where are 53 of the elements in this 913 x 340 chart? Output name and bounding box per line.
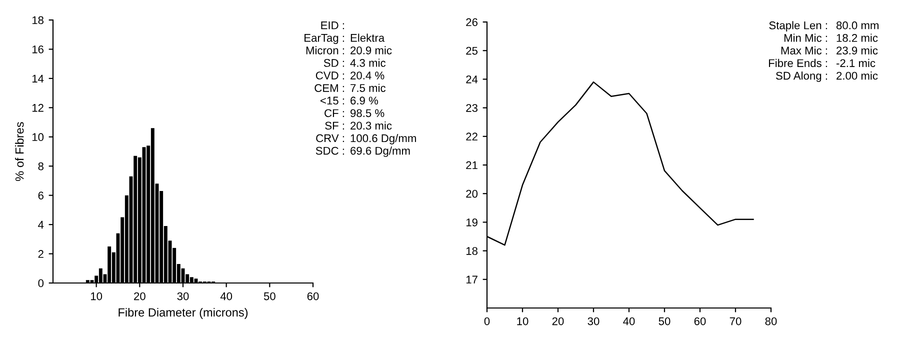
- y-tick-label: 12: [32, 104, 44, 112]
- x-tick-label: 60: [694, 317, 706, 326]
- y-tick-label: 18: [466, 247, 478, 255]
- y-tick-label: 24: [466, 75, 478, 84]
- text: CEM : 7.5 mic: [314, 84, 386, 92]
- x-tick-label: 50: [264, 292, 276, 300]
- y-tick-label: 14: [32, 74, 44, 82]
- y-tick-label: 26: [466, 18, 478, 26]
- text: SDC : 69.6 Dg/mm: [316, 146, 410, 157]
- y-tick-label: 10: [32, 133, 44, 142]
- y-tick-label: 4: [38, 220, 44, 229]
- text: CRV : 100.6 Dg/mm: [316, 134, 416, 144]
- x-tick-label: 80: [765, 317, 777, 326]
- text: CF : 98.5 %: [324, 109, 384, 118]
- x-tick-label: 0: [484, 317, 490, 326]
- text: EID :: [321, 22, 344, 30]
- y-tick-label: 16: [32, 45, 44, 54]
- y-tick-label: 25: [466, 46, 478, 55]
- x-axis-title: Fibre Diameter (microns): [118, 308, 248, 319]
- y-tick-label: 0: [38, 279, 44, 288]
- y-tick-label: 19: [466, 218, 478, 226]
- x-tick-label: 40: [220, 292, 232, 300]
- text: SD : 4.3 mic: [324, 58, 386, 67]
- y-tick-label: 22: [466, 132, 478, 140]
- y-tick-label: 21: [466, 161, 478, 170]
- text: Min Mic : 18.2 mic: [784, 34, 878, 42]
- annotation: EarTag : Elektra: [304, 34, 385, 44]
- y-tick-label: 8: [38, 162, 44, 170]
- y-tick-label: 20: [466, 190, 478, 198]
- text: SF : 20.3 mic: [325, 121, 392, 130]
- y-tick-label: 17: [466, 276, 478, 284]
- annotation: Micron : 20.9 mic: [306, 46, 392, 54]
- y-tick-label: 23: [466, 104, 478, 112]
- text: Max Mic : 23.9 mic: [781, 46, 878, 54]
- y-tick-label: 2: [38, 250, 44, 258]
- text: SD Along : 2.00 mic: [776, 72, 878, 82]
- x-tick-label: 10: [91, 292, 102, 300]
- x-tick-label: 30: [588, 317, 600, 326]
- annotation: Staple Len : 80.0 mm: [769, 21, 878, 32]
- x-tick-label: 50: [658, 317, 670, 326]
- x-tick-label: 70: [730, 317, 742, 326]
- x-tick-label: 20: [552, 317, 564, 326]
- text: <15 : 6.9 %: [320, 96, 378, 105]
- x-tick-label: 30: [177, 292, 189, 300]
- x-tick-label: 10: [517, 317, 528, 326]
- y-tick-label: 18: [32, 16, 44, 24]
- x-tick-label: 60: [307, 292, 319, 300]
- annotation: Fibre Ends : -2.1 mic: [769, 58, 876, 68]
- text: CVD : 20.4 %: [316, 72, 384, 80]
- x-tick-label: 20: [134, 292, 146, 300]
- x-tick-label: 40: [623, 317, 635, 326]
- y-tick-label: 6: [38, 192, 44, 200]
- y-axis-title: % of Fibres: [15, 122, 24, 181]
